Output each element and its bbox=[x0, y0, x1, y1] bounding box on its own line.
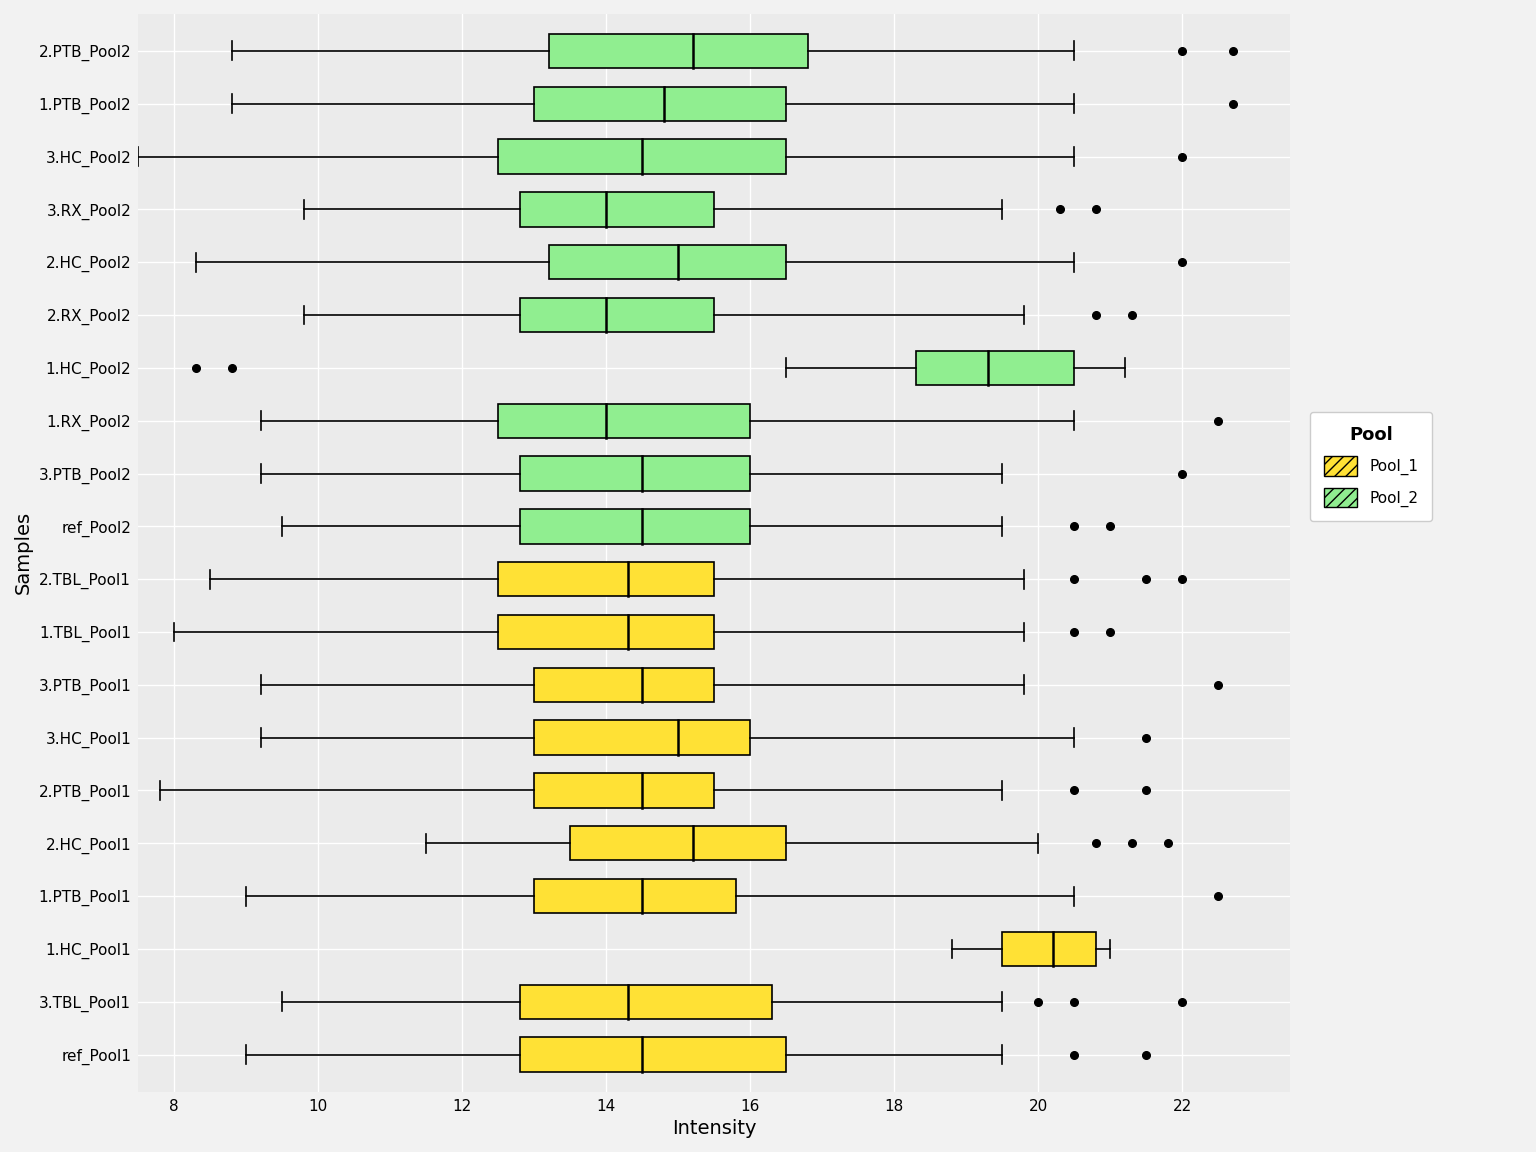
Bar bbox=[535, 879, 736, 914]
Bar bbox=[548, 33, 808, 68]
Bar bbox=[519, 509, 750, 544]
Bar bbox=[519, 985, 771, 1020]
Bar bbox=[519, 456, 750, 491]
Bar bbox=[1001, 932, 1095, 967]
Legend: Pool_1, Pool_2: Pool_1, Pool_2 bbox=[1310, 412, 1433, 521]
Bar bbox=[498, 615, 714, 650]
Bar bbox=[535, 86, 786, 121]
Bar bbox=[519, 192, 714, 227]
Bar bbox=[548, 245, 786, 279]
Bar bbox=[519, 298, 714, 332]
Bar bbox=[915, 350, 1074, 385]
Bar bbox=[498, 562, 714, 597]
Y-axis label: Samples: Samples bbox=[14, 511, 32, 594]
Bar bbox=[498, 139, 786, 174]
Bar bbox=[535, 773, 714, 808]
Bar bbox=[535, 668, 714, 702]
Bar bbox=[535, 720, 750, 755]
Bar bbox=[498, 403, 750, 438]
Bar bbox=[519, 1038, 786, 1071]
X-axis label: Intensity: Intensity bbox=[671, 1119, 756, 1138]
Bar bbox=[570, 826, 786, 861]
